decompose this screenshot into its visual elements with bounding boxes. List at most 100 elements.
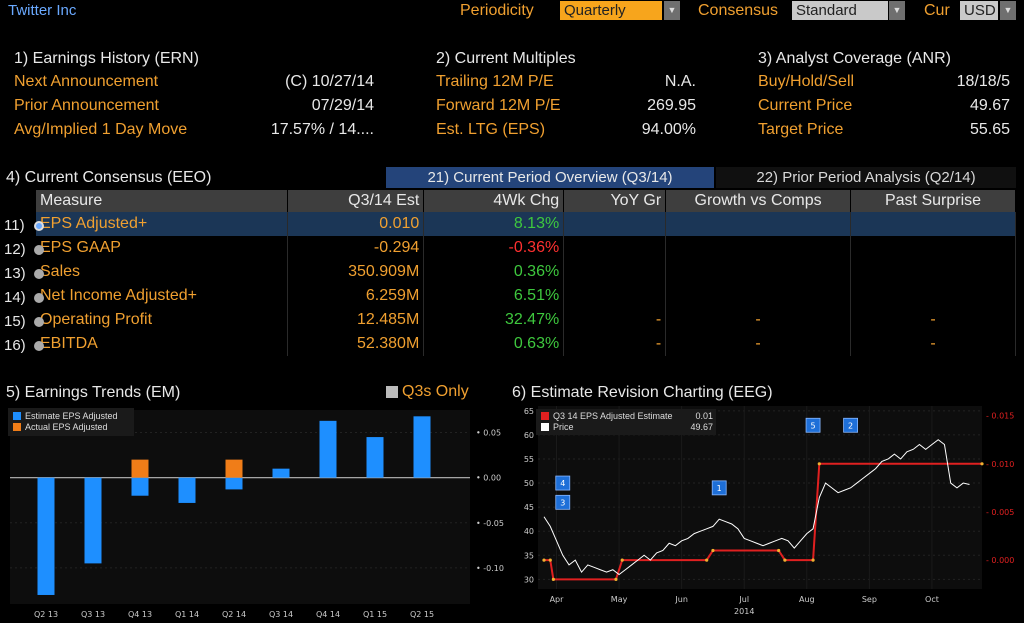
col-growth-vs-comps[interactable]: Growth vs Comps [665,190,852,212]
row-radio-selected[interactable] [34,221,44,231]
legend-estimate-line: Q3 14 EPS Adjusted Estimate 0.01 [541,411,713,422]
row-number[interactable]: 13) [4,265,26,282]
estimate-cell: 6.259M [287,284,425,308]
x-tick-label: Sep [862,595,877,604]
y-left-tick-label: 30 [524,575,534,584]
x-tick-label: Q1 14 [175,610,199,619]
y-left-tick-label: 45 [524,503,534,512]
row-number[interactable]: 14) [4,289,26,306]
col-yoy-gr[interactable]: YoY Gr [563,190,667,212]
growth-vs-comps-cell: - [665,332,852,356]
event-marker-label: 2 [848,421,853,430]
estimate-cell: 12.485M [287,308,425,332]
earnings-trends-title[interactable]: 5) Earnings Trends (EM) [6,384,181,401]
trailing-pe-label: Trailing 12M P/E [436,73,554,90]
earnings-history-title[interactable]: 1) Earnings History (ERN) [14,50,199,67]
x-tick-label: Q1 15 [363,610,387,619]
yoy-cell [563,212,667,236]
past-surprise-cell [850,236,1016,260]
col-measure[interactable]: Measure [36,190,289,212]
price-line [543,439,970,576]
prior-announcement-value: 07/29/14 [311,97,374,114]
trailing-pe-value: N.A. [664,73,696,90]
growth-vs-comps-cell [665,260,852,284]
y-tick-label: • -0.05 [476,519,504,528]
event-marker [555,494,571,510]
consensus-select[interactable]: Standard [792,1,888,20]
currency-select[interactable]: USD [960,1,998,20]
current-consensus-title[interactable]: 4) Current Consensus (EEO) [6,169,212,186]
row-radio[interactable] [34,317,44,327]
consensus-table: Measure Q3/14 Est 4Wk Chg YoY Gr Growth … [36,190,1016,356]
plot-area [10,410,470,604]
row-number[interactable]: 12) [4,241,26,258]
col-past-surprise[interactable]: Past Surprise [850,190,1016,212]
row-number[interactable]: 16) [4,337,26,354]
bar-estimate [84,477,102,564]
table-row[interactable]: Operating Profit 12.485M 32.47% - - - [36,308,1016,332]
estimate-point [542,558,546,562]
x-tick-label: Q3 14 [269,610,293,619]
col-4wk-chg[interactable]: 4Wk Chg [423,190,565,212]
row-number[interactable]: 15) [4,313,26,330]
buy-hold-sell-value: 18/18/5 [956,73,1010,90]
consensus-label: Consensus [698,2,779,19]
row-radio[interactable] [34,341,44,351]
tab-current-period[interactable]: 21) Current Period Overview (Q3/14) [386,167,714,188]
forward-pe-value: 269.95 [647,97,696,114]
est-ltg-value: 94.00% [641,121,696,138]
legend-actual-label: Actual EPS Adjusted [25,422,108,432]
row-radio[interactable] [34,245,44,255]
measure-cell: EPS GAAP [36,236,289,260]
consensus-dropdown-icon[interactable]: ▼ [889,1,905,20]
col-estimate[interactable]: Q3/14 Est [287,190,425,212]
table-row[interactable]: EPS GAAP -0.294 -0.36% [36,236,1016,260]
row-radio[interactable] [34,293,44,303]
table-row[interactable]: Sales 350.909M 0.36% [36,260,1016,284]
estimate-cell: -0.294 [287,236,425,260]
avg-move-value: 17.57% / 14.... [270,121,374,138]
table-row[interactable]: Net Income Adjusted+ 6.259M 6.51% [36,284,1016,308]
x-tick-label: Q2 14 [222,610,246,619]
past-surprise-cell [850,284,1016,308]
event-marker [805,417,821,433]
y-left-tick-label: 55 [524,455,534,464]
row-number[interactable]: 11) [4,217,25,234]
growth-vs-comps-cell: - [665,308,852,332]
change-cell: 6.51% [423,284,565,308]
measure-cell: Net Income Adjusted+ [36,284,289,308]
current-multiples-title[interactable]: 2) Current Multiples [436,50,576,67]
bar-estimate [225,477,243,490]
app-title: Twitter Inc [8,2,77,19]
q3s-only-label[interactable]: Q3s Only [402,383,469,400]
row-radio[interactable] [34,269,44,279]
estimate-point [551,577,555,581]
legend-estimate: Estimate EPS Adjusted [13,411,118,422]
table-row[interactable]: EPS Adjusted+ 0.010 8.13% [36,212,1016,236]
tab-prior-period[interactable]: 22) Prior Period Analysis (Q2/14) [716,167,1016,188]
y-left-tick-label: 40 [524,527,534,536]
currency-dropdown-icon[interactable]: ▼ [1000,1,1016,20]
y-right-tick-label: - 0.005 [986,508,1014,517]
change-cell: 8.13% [423,212,565,236]
bar-estimate [131,477,149,496]
estimate-cell: 0.010 [287,212,425,236]
legend-swatch-price [541,423,549,431]
periodicity-select[interactable]: Quarterly [560,1,662,20]
bar-estimate [366,437,384,478]
estimate-point [711,548,715,553]
yoy-cell [563,284,667,308]
periodicity-dropdown-icon[interactable]: ▼ [664,1,680,20]
est-ltg-label: Est. LTG (EPS) [436,121,546,138]
estimate-revision-title[interactable]: 6) Estimate Revision Charting (EEG) [512,384,773,401]
x-tick-label: Q2 13 [34,610,58,619]
earnings-trends-legend: Estimate EPS Adjusted Actual EPS Adjuste… [8,408,134,436]
estimate-point [548,558,552,562]
table-row[interactable]: EBITDA 52.380M 0.63% - - - [36,332,1016,356]
q3s-only-checkbox[interactable] [386,386,398,398]
change-cell: -0.36% [423,236,565,260]
bar-estimate [319,420,337,478]
analyst-coverage-title[interactable]: 3) Analyst Coverage (ANR) [758,50,951,67]
yoy-cell [563,260,667,284]
event-marker [711,480,727,496]
